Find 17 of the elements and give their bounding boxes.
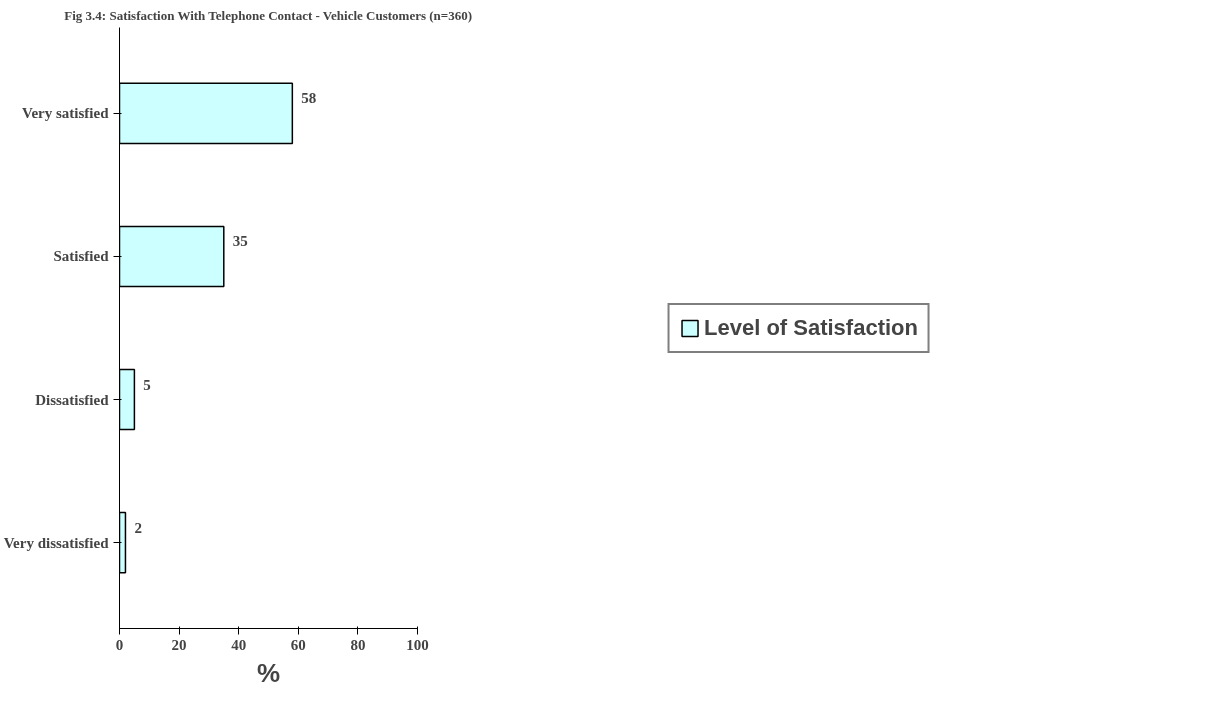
- y-tick-label: Dissatisfied: [35, 391, 110, 408]
- legend-label: Level of Satisfaction: [704, 314, 918, 341]
- x-axis-title: %: [256, 657, 281, 688]
- chart-title: Fig 3.4: Satisfaction With Telephone Contact - Vehicle Customers (n=360): [64, 7, 473, 23]
- x-tick-label: 0: [115, 636, 124, 653]
- x-tick-label: 100: [406, 636, 429, 653]
- data-label: 5: [143, 376, 151, 393]
- x-tick-label: 80: [350, 636, 366, 653]
- x-tick-label: 20: [171, 636, 187, 653]
- x-tick-label: 40: [231, 636, 247, 653]
- y-tick-label: Very satisfied: [21, 105, 110, 122]
- data-label: 2: [134, 519, 142, 536]
- x-tick-label: 60: [290, 636, 306, 653]
- y-tick-label: Satisfied: [53, 248, 110, 265]
- data-label: 35: [232, 233, 248, 250]
- y-tick-label: Very dissatisfied: [3, 534, 110, 551]
- data-label: 58: [301, 90, 317, 107]
